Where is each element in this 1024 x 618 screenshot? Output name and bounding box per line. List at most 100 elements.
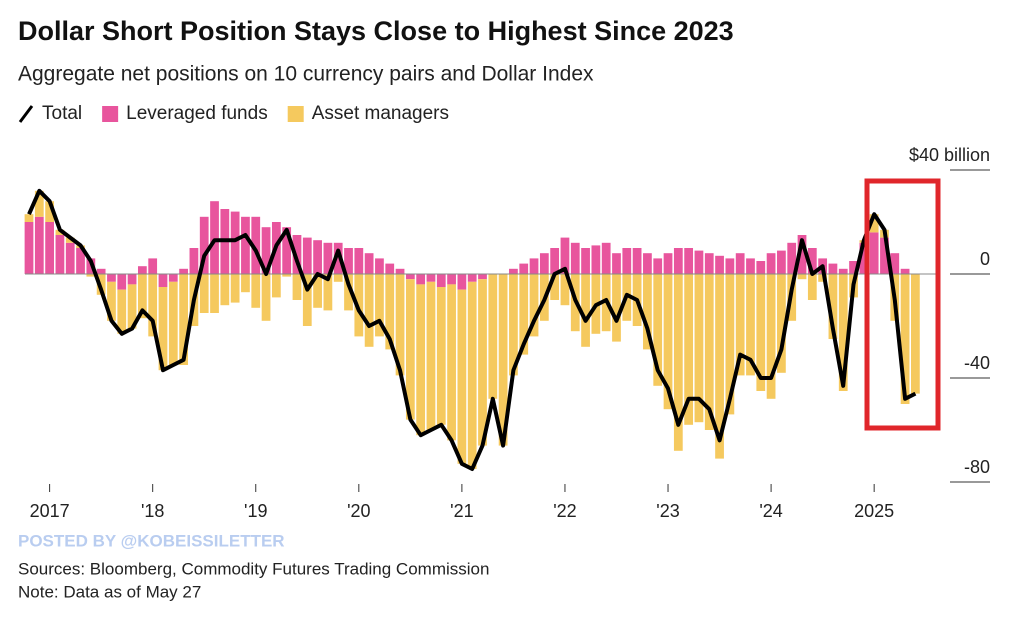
bar (220, 274, 230, 306)
legend-swatch (18, 105, 34, 123)
bar (663, 253, 673, 274)
bar (179, 268, 188, 274)
bar (756, 274, 766, 391)
bar (148, 258, 158, 274)
bar (766, 253, 776, 274)
bar (560, 237, 570, 274)
bar (179, 274, 188, 365)
bar (354, 248, 364, 274)
bar (199, 216, 209, 274)
bar (498, 274, 508, 446)
bar (725, 258, 735, 274)
bar (107, 281, 116, 321)
bar (292, 274, 302, 300)
bar (746, 258, 755, 274)
bar (478, 279, 487, 446)
bar (777, 274, 786, 373)
bar (385, 263, 395, 274)
bar (890, 253, 900, 274)
bar (405, 274, 415, 280)
legend-label: Total (42, 103, 82, 124)
bar (292, 235, 302, 274)
x-tick-label: 2017 (30, 501, 70, 521)
y-tick-label: -40 (964, 353, 990, 373)
bar (344, 274, 353, 311)
x-tick-label: '20 (347, 501, 370, 521)
bar (684, 274, 694, 425)
bar (570, 242, 580, 274)
bar (261, 274, 271, 321)
bar (127, 284, 137, 329)
bar (694, 250, 704, 274)
bar (45, 201, 54, 222)
bar (694, 274, 704, 423)
highlight-box (864, 178, 941, 431)
bar (158, 287, 168, 371)
bar (601, 242, 611, 274)
bar (838, 274, 848, 391)
x-tick-label: '18 (141, 501, 164, 521)
bar (436, 287, 446, 425)
chart-title: Dollar Short Position Stays Close to Hig… (18, 16, 734, 46)
bar (643, 274, 652, 350)
bar (591, 245, 601, 274)
bar (65, 237, 75, 243)
legend: Total Leveraged funds Asset managers (18, 103, 449, 124)
bar (673, 274, 683, 451)
bar (746, 274, 755, 376)
bar (210, 201, 219, 274)
bar (86, 274, 96, 277)
legend-label: Asset managers (312, 103, 449, 124)
line-series (27, 188, 917, 471)
bar (715, 255, 724, 274)
legend-swatch (287, 106, 304, 122)
bar (447, 274, 456, 285)
bar (766, 274, 776, 399)
bar (76, 248, 85, 274)
bar (828, 263, 838, 274)
bar (261, 227, 271, 274)
bar (168, 281, 178, 365)
bar (612, 253, 621, 274)
bar (241, 216, 250, 274)
bar (756, 261, 766, 274)
bar (519, 274, 529, 355)
legend-swatch (102, 106, 119, 122)
bar (911, 274, 920, 394)
bar (529, 258, 539, 274)
bar (34, 190, 44, 217)
bar (838, 268, 848, 274)
bar (416, 274, 426, 285)
bar (45, 222, 54, 274)
bar (467, 274, 477, 282)
bar (24, 222, 34, 274)
bar (632, 248, 642, 274)
bar (436, 274, 446, 287)
bar (869, 232, 879, 274)
bar (735, 274, 745, 376)
bar (880, 237, 889, 274)
bar (189, 248, 199, 274)
bar (457, 274, 467, 290)
bar (210, 274, 219, 313)
bar (375, 258, 384, 274)
bar (612, 274, 621, 342)
note: Note: Data as of May 27 (18, 582, 201, 601)
bar (107, 274, 116, 282)
x-tick-label: '23 (656, 501, 679, 521)
bar (900, 274, 910, 404)
bar (653, 258, 663, 274)
bar (323, 274, 333, 311)
bar (251, 216, 261, 274)
bar (447, 284, 456, 441)
bar (416, 284, 426, 436)
bar (560, 274, 570, 306)
bar (457, 289, 467, 464)
bar (158, 274, 168, 287)
y-tick-label: $40 billion (909, 145, 990, 165)
bar (34, 216, 44, 274)
bar (725, 274, 735, 415)
bar (859, 242, 869, 274)
bar (828, 274, 838, 339)
bar (539, 253, 549, 274)
